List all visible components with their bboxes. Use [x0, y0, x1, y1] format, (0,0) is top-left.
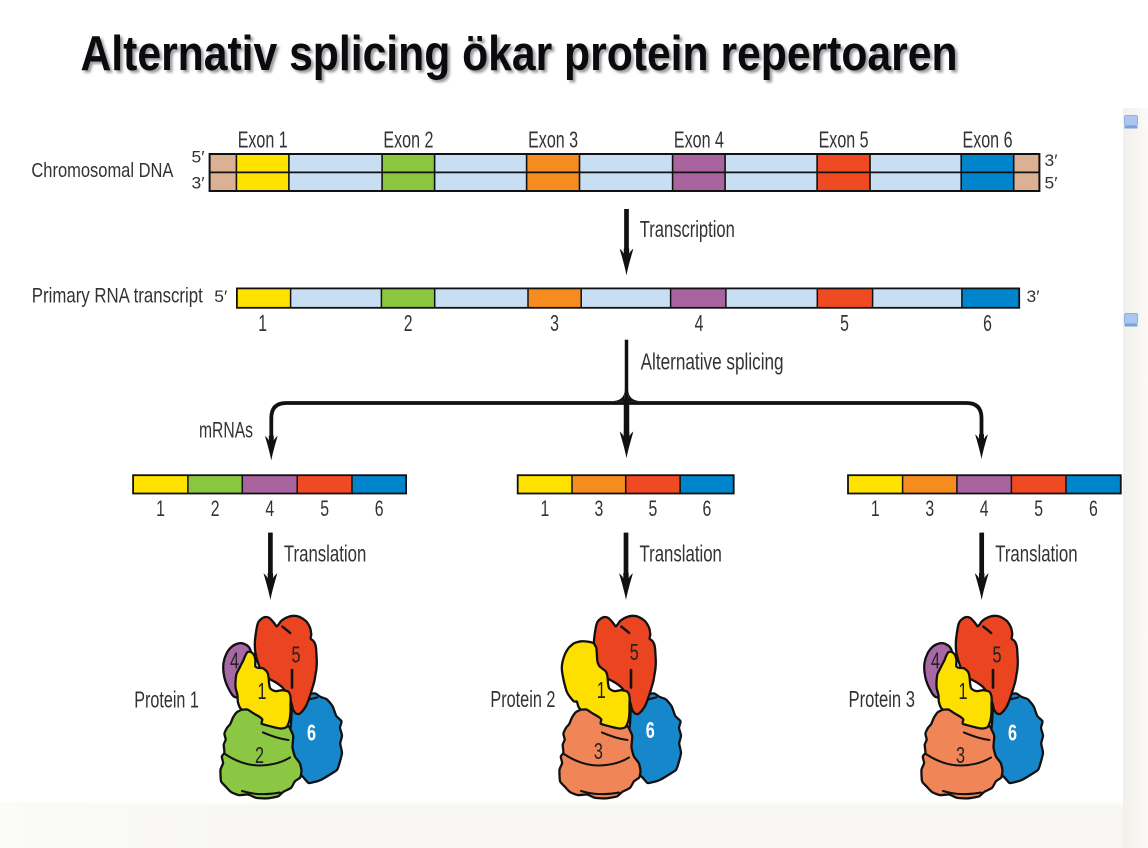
svg-text:5: 5: [292, 642, 301, 668]
svg-text:Chromosomal DNA: Chromosomal DNA: [31, 160, 174, 182]
svg-text:Protein 1: Protein 1: [134, 687, 199, 713]
svg-text:Alternative splicing: Alternative splicing: [641, 349, 784, 375]
svg-text:3: 3: [956, 742, 965, 768]
svg-text:6: 6: [1008, 720, 1017, 746]
svg-text:Translation: Translation: [995, 541, 1077, 567]
svg-text:2: 2: [404, 310, 413, 336]
svg-text:1: 1: [871, 496, 880, 521]
svg-text:Primary RNA transcript: Primary RNA transcript: [32, 284, 203, 307]
svg-text:1: 1: [597, 677, 606, 703]
svg-text:5: 5: [630, 639, 639, 665]
svg-text:Exon 4: Exon 4: [674, 127, 724, 153]
svg-text:6: 6: [703, 496, 712, 521]
svg-text:Translation: Translation: [640, 541, 722, 567]
svg-text:Exon 1: Exon 1: [238, 127, 288, 153]
svg-text:6: 6: [646, 717, 655, 743]
svg-text:4: 4: [695, 310, 704, 336]
svg-text:1: 1: [258, 678, 267, 704]
svg-text:5: 5: [320, 496, 329, 521]
svg-text:1: 1: [156, 496, 165, 521]
svg-text:4: 4: [265, 496, 274, 521]
svg-text:6: 6: [1089, 496, 1098, 521]
svg-text:2: 2: [211, 496, 220, 521]
svg-text:3: 3: [925, 496, 934, 521]
svg-text:6: 6: [375, 496, 384, 521]
svg-text:1: 1: [959, 678, 968, 704]
svg-text:1: 1: [541, 496, 550, 521]
svg-text:mRNAs: mRNAs: [199, 418, 253, 443]
svg-text:Exon 6: Exon 6: [963, 127, 1013, 153]
svg-text:3: 3: [550, 310, 559, 336]
svg-text:Alternativ splicing ökar prote: Alternativ splicing ökar protein reperto…: [83, 30, 960, 84]
svg-text:5: 5: [993, 642, 1002, 668]
svg-text:3′: 3′: [1027, 287, 1040, 306]
svg-text:4: 4: [980, 496, 989, 521]
svg-text:5′: 5′: [1045, 174, 1058, 193]
svg-text:5′: 5′: [192, 148, 205, 167]
svg-text:3: 3: [594, 738, 603, 764]
svg-text:Exon 3: Exon 3: [528, 127, 578, 153]
svg-text:6: 6: [307, 720, 316, 746]
svg-text:Translation: Translation: [284, 541, 366, 567]
svg-text:1: 1: [258, 310, 267, 336]
svg-text:6: 6: [983, 310, 992, 336]
svg-text:Alternativ splicing ökar prote: Alternativ splicing ökar protein reperto…: [81, 27, 958, 81]
svg-text:3: 3: [595, 496, 604, 521]
svg-text:5: 5: [1034, 496, 1043, 521]
svg-text:5′: 5′: [214, 287, 227, 306]
svg-text:5: 5: [840, 310, 849, 336]
svg-text:Exon 5: Exon 5: [819, 127, 869, 153]
svg-text:4: 4: [230, 648, 239, 674]
svg-text:Exon 2: Exon 2: [383, 127, 433, 153]
svg-text:3′: 3′: [192, 174, 205, 193]
svg-text:Transcription: Transcription: [640, 216, 735, 242]
svg-text:Protein 2: Protein 2: [490, 686, 555, 712]
svg-text:3′: 3′: [1045, 151, 1058, 170]
svg-text:2: 2: [255, 742, 264, 768]
svg-text:5: 5: [649, 496, 658, 521]
svg-text:Protein 3: Protein 3: [849, 686, 916, 712]
svg-text:4: 4: [931, 648, 940, 674]
